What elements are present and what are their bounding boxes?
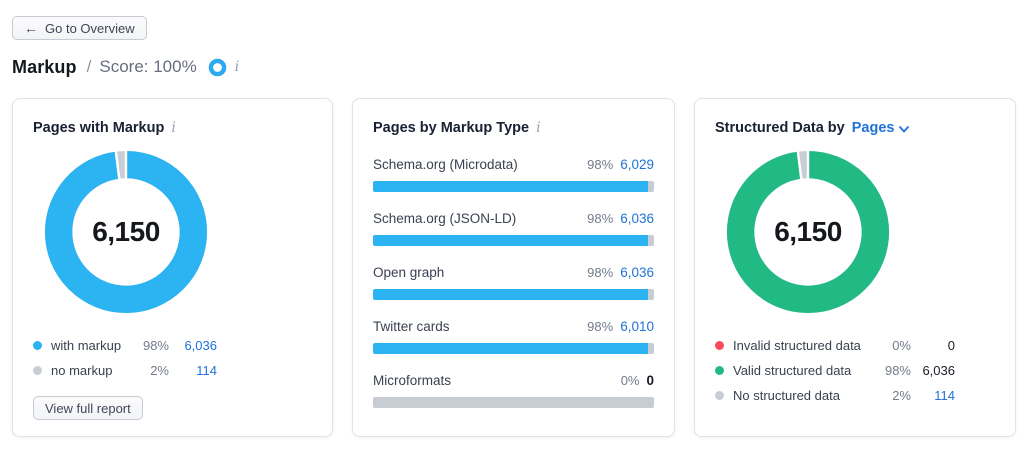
donut-chart-icon — [726, 149, 890, 314]
gray-dot-icon — [33, 366, 42, 375]
markup-type-row-microdata: Schema.org (Microdata) 98% 6,029 — [373, 157, 654, 192]
green-dot-icon — [715, 366, 724, 375]
gray-dot-icon — [715, 391, 724, 400]
pages-by-markup-type-title: Pages by Markup Type — [373, 120, 530, 136]
legend-row-with-markup: with markup 98% 6,036 — [33, 333, 312, 358]
markup-type-row-twittercards: Twitter cards 98% 6,010 — [373, 319, 654, 354]
structured-data-card: Structured Data by Pages 6,150 Invalid s… — [694, 98, 1016, 437]
row-label: Twitter cards — [373, 319, 450, 334]
chevron-down-icon — [899, 125, 910, 132]
markup-type-row-opengraph: Open graph 98% 6,036 — [373, 265, 654, 300]
pages-with-markup-card: Pages with Markup i 6,150 with markup 98… — [12, 98, 333, 437]
blue-dot-icon — [33, 341, 42, 350]
structured-data-total: 6,150 — [774, 216, 842, 247]
row-label: Schema.org (JSON-LD) — [373, 211, 517, 226]
score-ring-icon — [208, 58, 227, 76]
legend-label: No structured data — [733, 388, 840, 403]
twittercards-count-link[interactable]: 6,010 — [620, 319, 654, 334]
legend-label: Valid structured data — [733, 363, 852, 378]
pages-dropdown-label: Pages — [851, 120, 895, 136]
pages-with-markup-title: Pages with Markup — [33, 120, 165, 136]
legend-row-no-markup: no markup 2% 114 — [33, 358, 312, 383]
pages-with-markup-info-icon[interactable]: i — [171, 120, 176, 136]
progress-bar — [373, 289, 654, 300]
red-dot-icon — [715, 341, 724, 350]
structured-data-donut-chart: 6,150 — [725, 149, 891, 315]
legend-label: no markup — [51, 363, 113, 378]
donut-chart-icon — [44, 149, 208, 314]
row-label: Microformats — [373, 373, 452, 388]
pages-with-markup-total: 6,150 — [92, 216, 160, 247]
microformats-count: 0 — [646, 373, 654, 388]
no-markup-count-link[interactable]: 114 — [196, 363, 217, 378]
pages-by-markup-type-info-icon[interactable]: i — [536, 120, 541, 136]
progress-bar — [373, 235, 654, 246]
legend-label: with markup — [51, 338, 122, 353]
legend-row-valid: Valid structured data 98% 6,036 — [715, 358, 995, 383]
row-label: Open graph — [373, 265, 445, 280]
pages-by-markup-type-card: Pages by Markup Type i Schema.org (Micro… — [352, 98, 675, 437]
invalid-count: 0 — [947, 338, 955, 353]
row-percent: 98% — [587, 265, 614, 280]
valid-count: 6,036 — [922, 363, 955, 378]
row-percent: 98% — [587, 319, 614, 334]
legend-percent: 0% — [892, 338, 911, 353]
score-label: Score: 100% — [99, 57, 197, 76]
legend-percent: 98% — [142, 338, 169, 353]
with-markup-count-link[interactable]: 6,036 — [184, 338, 217, 353]
markup-type-list: Schema.org (Microdata) 98% 6,029 Schema.… — [373, 157, 654, 408]
jsonld-count-link[interactable]: 6,036 — [620, 211, 654, 226]
legend-row-invalid: Invalid structured data 0% 0 — [715, 333, 995, 358]
opengraph-count-link[interactable]: 6,036 — [620, 265, 654, 280]
row-percent: 98% — [587, 157, 614, 172]
page-title: Markup — [12, 56, 77, 77]
microdata-count-link[interactable]: 6,029 — [620, 157, 654, 172]
page-header: Markup / Score: 100% i — [12, 55, 1024, 79]
cards-row: Pages with Markup i 6,150 with markup 98… — [12, 98, 1024, 437]
legend-percent: 2% — [892, 388, 911, 403]
pages-dropdown[interactable]: Pages — [852, 120, 910, 136]
row-percent: 98% — [587, 211, 614, 226]
row-percent: 0% — [620, 373, 640, 388]
pages-with-markup-legend: with markup 98% 6,036 no markup 2% 114 — [33, 333, 312, 383]
title-separator: / — [86, 57, 92, 76]
progress-bar — [373, 397, 654, 408]
score-info-icon[interactable]: i — [234, 59, 240, 75]
markup-type-row-jsonld: Schema.org (JSON-LD) 98% 6,036 — [373, 211, 654, 246]
pages-with-markup-donut-chart: 6,150 — [43, 149, 209, 315]
legend-label: Invalid structured data — [733, 338, 861, 353]
legend-percent: 2% — [150, 363, 169, 378]
progress-bar — [373, 343, 654, 354]
no-structured-data-count-link[interactable]: 114 — [934, 388, 955, 403]
go-to-overview-label: Go to Overview — [45, 20, 135, 36]
legend-percent: 98% — [884, 363, 911, 378]
legend-row-none: No structured data 2% 114 — [715, 383, 995, 408]
go-to-overview-button[interactable]: ← Go to Overview — [12, 16, 147, 40]
structured-data-legend: Invalid structured data 0% 0 Valid struc… — [715, 333, 995, 408]
row-label: Schema.org (Microdata) — [373, 157, 518, 172]
progress-bar — [373, 181, 654, 192]
view-full-report-button[interactable]: View full report — [33, 396, 143, 420]
structured-data-title: Structured Data by — [715, 120, 845, 136]
markup-type-row-microformats: Microformats 0% 0 — [373, 373, 654, 408]
back-arrow-icon: ← — [24, 20, 38, 36]
